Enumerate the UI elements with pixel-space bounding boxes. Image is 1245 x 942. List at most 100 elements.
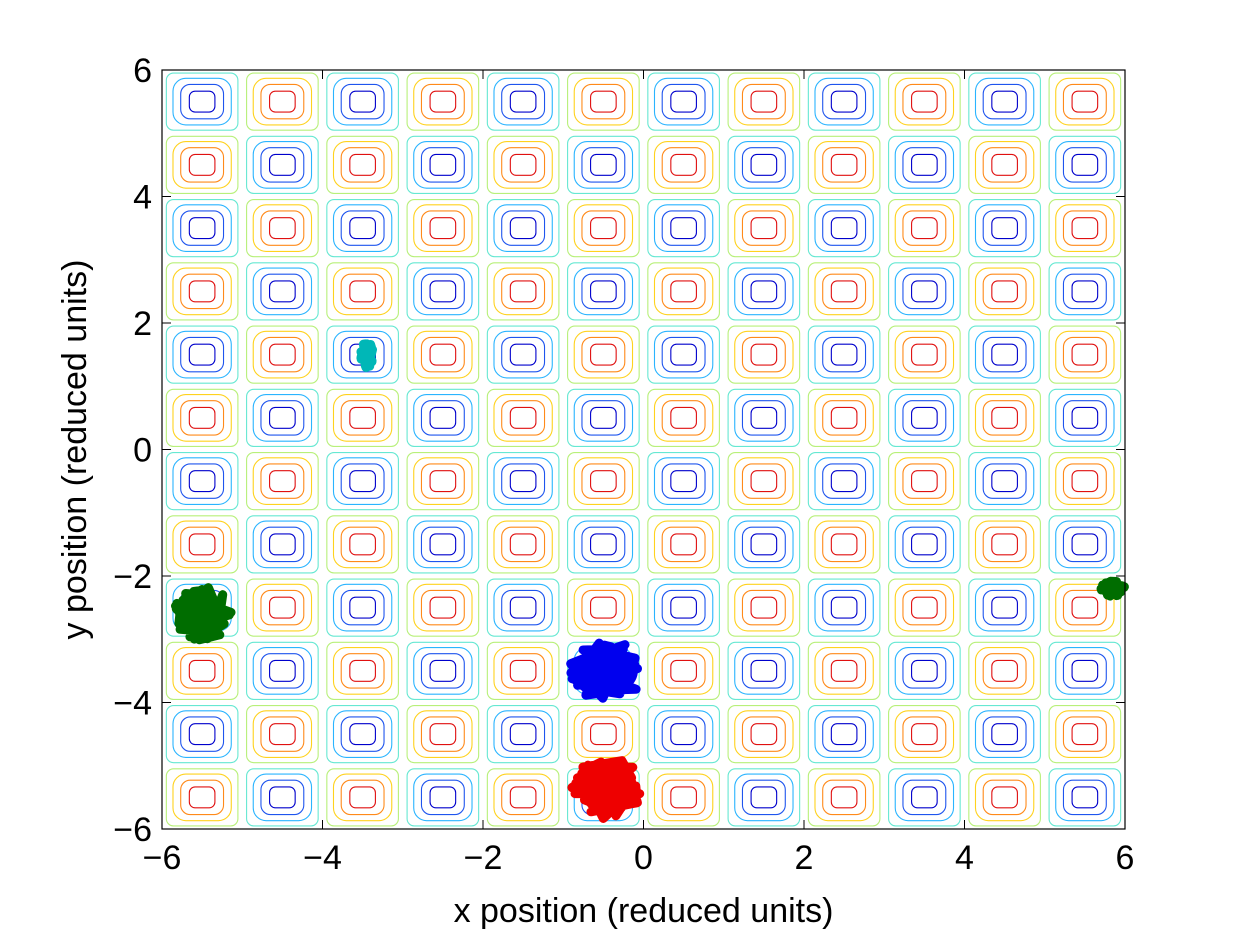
contour-cell xyxy=(1048,388,1122,447)
contour-line xyxy=(727,135,801,194)
contour-cell xyxy=(246,768,319,827)
contour-line xyxy=(429,533,457,556)
contour-line xyxy=(902,83,947,120)
contour-line xyxy=(349,470,376,493)
contour-line xyxy=(1048,72,1122,131)
contour-line xyxy=(807,135,881,194)
contour-line xyxy=(822,147,867,183)
contour-cell xyxy=(1048,641,1122,700)
contour-line xyxy=(172,394,232,442)
contour-line xyxy=(509,153,537,176)
contour-line xyxy=(567,262,640,321)
contour-line xyxy=(420,589,465,626)
contour-line xyxy=(420,463,465,499)
contour-line xyxy=(727,705,801,764)
contour-line xyxy=(509,90,537,113)
contour-line xyxy=(165,388,239,447)
contour-cell xyxy=(647,641,720,700)
contour-line xyxy=(991,470,1018,493)
contour-line xyxy=(509,596,537,619)
contour-cell xyxy=(888,262,961,321)
contour-line xyxy=(180,83,225,120)
contour-cell xyxy=(647,705,720,764)
contour-line xyxy=(888,135,961,194)
contour-line xyxy=(501,589,546,626)
contour-line xyxy=(260,526,305,563)
contour-line xyxy=(750,659,778,682)
contour-line xyxy=(486,452,560,511)
contour-cell xyxy=(486,388,560,447)
contour-cell xyxy=(807,452,881,511)
contour-line xyxy=(165,72,239,131)
contour-line xyxy=(670,470,697,493)
contour-line xyxy=(486,72,560,131)
contour-cell xyxy=(1048,199,1122,258)
contour-line xyxy=(501,716,546,752)
contour-line xyxy=(429,217,457,240)
contour-line xyxy=(1062,400,1107,436)
contour-line xyxy=(567,388,640,447)
contour-line xyxy=(750,217,778,240)
contour-cell xyxy=(727,262,801,321)
contour-line xyxy=(269,217,296,240)
contour-line xyxy=(661,336,706,373)
contour-line xyxy=(269,90,296,113)
contour-line xyxy=(406,705,480,764)
contour-line xyxy=(661,83,706,120)
contour-cell xyxy=(807,262,881,321)
contour-line xyxy=(968,325,1041,384)
contour-cell xyxy=(486,452,560,511)
contour-line xyxy=(741,589,786,626)
contour-line xyxy=(822,83,867,120)
contour-line xyxy=(172,710,232,758)
contour-line xyxy=(260,653,305,689)
x-tick-label: −2 xyxy=(464,839,503,877)
contour-cell xyxy=(406,199,480,258)
contour-cell xyxy=(1048,72,1122,131)
contour-cell xyxy=(165,388,239,447)
contour-line xyxy=(894,773,955,822)
contour-cell xyxy=(968,641,1041,700)
contour-line xyxy=(734,77,794,126)
contour-line xyxy=(340,589,385,626)
contour-line xyxy=(501,273,546,310)
contour-line xyxy=(734,457,794,505)
contour-line xyxy=(429,280,457,303)
contour-line xyxy=(902,716,947,752)
contour-line xyxy=(830,406,858,429)
contour-line xyxy=(1062,589,1107,626)
contour-line xyxy=(340,210,385,246)
contour-line xyxy=(734,204,794,252)
contour-line xyxy=(413,457,473,505)
contour-line xyxy=(741,779,786,816)
contour-line xyxy=(509,217,537,240)
contour-line xyxy=(1071,343,1099,366)
contour-line xyxy=(911,786,938,809)
contour-line xyxy=(741,400,786,436)
contour-line xyxy=(830,723,858,746)
contour-line xyxy=(727,641,801,700)
contour-cell xyxy=(246,72,319,131)
contour-line xyxy=(252,773,313,822)
contour-line xyxy=(413,647,473,695)
contour-line xyxy=(902,463,947,499)
contour-cell xyxy=(888,515,961,574)
contour-line xyxy=(188,406,216,429)
trajectory-cluster xyxy=(566,638,642,703)
contour-line xyxy=(1071,90,1099,113)
y-tick-label: 2 xyxy=(133,305,152,343)
contour-line xyxy=(1062,716,1107,752)
contour-line xyxy=(894,457,955,505)
contour-line xyxy=(188,786,216,809)
contour-line xyxy=(888,72,961,131)
contour-line xyxy=(567,515,640,574)
contour-line xyxy=(406,452,480,511)
contour-line xyxy=(902,147,947,183)
contour-line xyxy=(252,330,313,379)
contour-line xyxy=(1071,723,1099,746)
contour-line xyxy=(807,515,881,574)
contour-line xyxy=(260,779,305,816)
contour-line xyxy=(741,653,786,689)
contour-line xyxy=(734,710,794,758)
contour-line xyxy=(180,210,225,246)
